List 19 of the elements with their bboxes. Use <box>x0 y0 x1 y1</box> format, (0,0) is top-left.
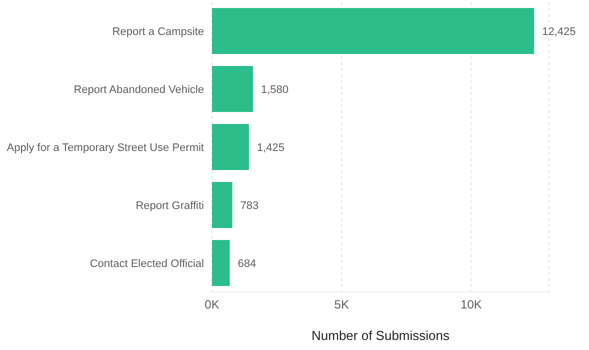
data-label: 684 <box>238 258 256 270</box>
x-tick-label: 10K <box>460 298 482 312</box>
x-axis-title: Number of Submissions <box>312 328 450 343</box>
y-tick-label: Contact Elected Official <box>90 258 204 270</box>
y-tick-label: Apply for a Temporary Street Use Permit <box>6 142 204 154</box>
data-label: 783 <box>240 200 259 212</box>
bar <box>212 8 534 54</box>
data-label: 1,425 <box>256 142 284 154</box>
bar <box>212 124 249 170</box>
x-tick-label: 5K <box>334 298 349 312</box>
bar <box>212 240 230 286</box>
y-tick-label: Report a Campsite <box>112 26 204 38</box>
y-tick-label: Report Graffiti <box>136 200 204 212</box>
bar <box>212 66 253 112</box>
data-label: 1,580 <box>260 84 288 96</box>
bar <box>212 182 232 228</box>
x-tick-label: 0K <box>204 298 220 312</box>
y-tick-label: Report Abandoned Vehicle <box>74 84 204 96</box>
data-label: 12,425 <box>542 26 576 38</box>
